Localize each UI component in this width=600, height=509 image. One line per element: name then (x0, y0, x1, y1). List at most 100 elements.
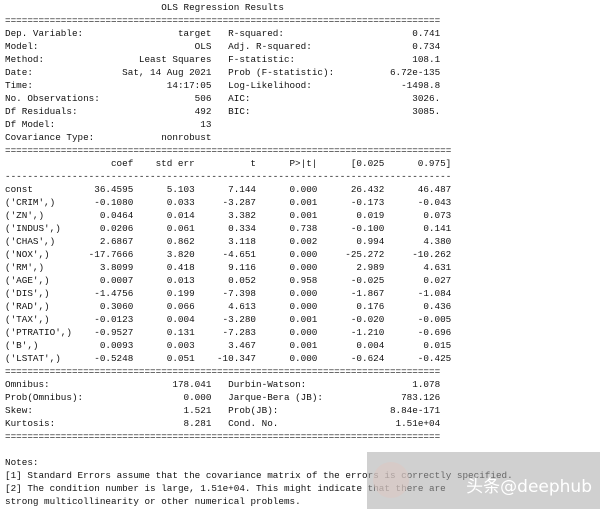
diagnostics-value: 8.84e-171 (389, 405, 441, 416)
diagnostics-value: 1.51e+04 (395, 418, 441, 429)
coef-std-err: 0.199 (166, 288, 195, 299)
summary-right: R-squared: 0.741 (228, 27, 440, 40)
coef-ci-upper: 0.015 (423, 340, 452, 351)
summary-label: Dep. Variable: (5, 28, 84, 39)
summary-left: Df Residuals: 492 (5, 105, 211, 118)
summary-label: Covariance Type: (5, 132, 95, 143)
watermark-logo-icon (373, 462, 409, 498)
summary-label: AIC: (228, 93, 251, 104)
summary-row: Df Model: 13 (5, 118, 535, 131)
summary-label: No. Observations: (5, 93, 100, 104)
coef-row: ('CRIM',) -0.1080 0.033 -3.287 0.001 -0.173 -0… (5, 196, 535, 209)
coef-variable: const (5, 184, 33, 195)
rule-eq: ========================================… (5, 144, 535, 157)
coef-p-value: 0.000 (289, 353, 318, 364)
summary-value: 108.1 (412, 54, 441, 65)
summary-label: Adj. R-squared: (228, 41, 312, 52)
watermark-text: 头条@deephub (466, 477, 592, 497)
coef-row: ('NOX',) -17.7666 3.820 -4.651 0.000 -25.272 -… (5, 248, 535, 261)
coef-row: ('LSTAT',) -0.5248 0.051 -10.347 0.000 -0.624… (5, 352, 535, 365)
coef-coef: 36.4595 (94, 184, 134, 195)
coef-row: ('RAD',) 0.3060 0.066 4.613 0.000 0.176 0.436 (5, 300, 535, 313)
summary-left: Method: Least Squares (5, 53, 211, 66)
diagnostics-row: Skew: 1.521 Prob(JB): 8.84e-171 (5, 404, 535, 417)
summary-right (228, 118, 440, 131)
coef-std-err: 0.418 (166, 262, 195, 273)
coef-coef: -0.5248 (94, 353, 134, 364)
coef-t: -7.398 (222, 288, 257, 299)
header-coef: coef (110, 158, 134, 169)
header-std-err: std err (155, 158, 195, 169)
coef-ci-lower: -0.624 (350, 353, 385, 364)
coef-coef: -0.9527 (94, 327, 134, 338)
coef-ci-upper: 0.141 (423, 223, 452, 234)
coef-coef: 0.0464 (99, 210, 134, 221)
summary-value: 3026. (412, 93, 441, 104)
diagnostics-label: Omnibus: (5, 379, 50, 390)
summary-value: -1498.8 (401, 80, 441, 91)
rule-eq: ========================================… (5, 14, 535, 27)
summary-left: Covariance Type: nonrobust (5, 131, 211, 144)
coef-ci-upper: 4.380 (423, 236, 452, 247)
coef-variable: ('ZN',) (5, 210, 45, 221)
coef-t: -4.651 (222, 249, 257, 260)
diagnostics-right: Durbin-Watson: 1.078 (228, 378, 440, 391)
coef-std-err: 0.033 (166, 197, 195, 208)
coef-variable: ('AGE',) (5, 275, 50, 286)
summary-label: Df Residuals: (5, 106, 78, 117)
coef-t: -10.347 (216, 353, 257, 364)
coef-p-value: 0.000 (289, 301, 318, 312)
summary-value: OLS (194, 41, 212, 52)
coef-ci-lower: 0.019 (356, 210, 385, 221)
rule-dash-text: ----------------------------------------… (5, 171, 452, 182)
coef-ci-lower: 2.989 (356, 262, 385, 273)
rule-eq: ========================================… (5, 430, 535, 443)
coef-coef: 2.6867 (99, 236, 134, 247)
coef-p-value: 0.000 (289, 249, 318, 260)
notes-heading-line: Notes: (5, 456, 535, 469)
page-title: OLS Regression Results (161, 2, 284, 13)
coef-t: 3.467 (228, 340, 257, 351)
coef-t: 9.116 (228, 262, 257, 273)
coef-variable: ('NOX',) (5, 249, 50, 260)
coef-p-value: 0.000 (289, 262, 318, 273)
coef-ci-upper: 0.436 (423, 301, 452, 312)
summary-value: 506 (194, 93, 212, 104)
coef-p-value: 0.000 (289, 327, 318, 338)
coef-variable: ('PTRATIO',) (5, 327, 72, 338)
coef-t: -3.280 (222, 314, 257, 325)
coef-p-value: 0.001 (289, 340, 318, 351)
coef-t: 7.144 (228, 184, 257, 195)
coef-ci-lower: 26.432 (350, 184, 385, 195)
summary-left: Model: OLS (5, 40, 211, 53)
coef-ci-lower: -1.867 (350, 288, 385, 299)
coef-variable: ('CRIM',) (5, 197, 56, 208)
coef-p-value: 0.000 (289, 184, 318, 195)
summary-value: 6.72e-135 (389, 67, 441, 78)
coef-ci-lower: 0.004 (356, 340, 385, 351)
header-t: t (250, 158, 257, 169)
summary-right: BIC: 3085. (228, 105, 440, 118)
coef-ci-lower: -25.272 (345, 249, 385, 260)
coef-row: const 36.4595 5.103 7.144 0.000 26.432 46.487 (5, 183, 535, 196)
coef-p-value: 0.738 (289, 223, 318, 234)
coef-t: 3.118 (228, 236, 257, 247)
summary-right: Prob (F-statistic): 6.72e-135 (228, 66, 440, 79)
summary-value: nonrobust (161, 132, 212, 143)
summary-left: Time: 14:17:05 (5, 79, 211, 92)
coef-coef: 0.0007 (99, 275, 134, 286)
title-line: OLS Regression Results (5, 1, 535, 14)
rule-eq-text: ========================================… (5, 15, 441, 26)
coef-variable: ('RM',) (5, 262, 45, 273)
summary-left: No. Observations: 506 (5, 92, 211, 105)
coef-coef: -17.7666 (88, 249, 134, 260)
diagnostics-value: 8.281 (183, 418, 212, 429)
coef-t: 0.334 (228, 223, 257, 234)
coef-variable: ('TAX',) (5, 314, 50, 325)
coef-ci-upper: 46.487 (417, 184, 452, 195)
summary-left: Date: Sat, 14 Aug 2021 (5, 66, 211, 79)
coef-t: -7.283 (222, 327, 257, 338)
coef-p-value: 0.001 (289, 210, 318, 221)
coef-std-err: 0.051 (166, 353, 195, 364)
diagnostics-value: 178.041 (172, 379, 212, 390)
